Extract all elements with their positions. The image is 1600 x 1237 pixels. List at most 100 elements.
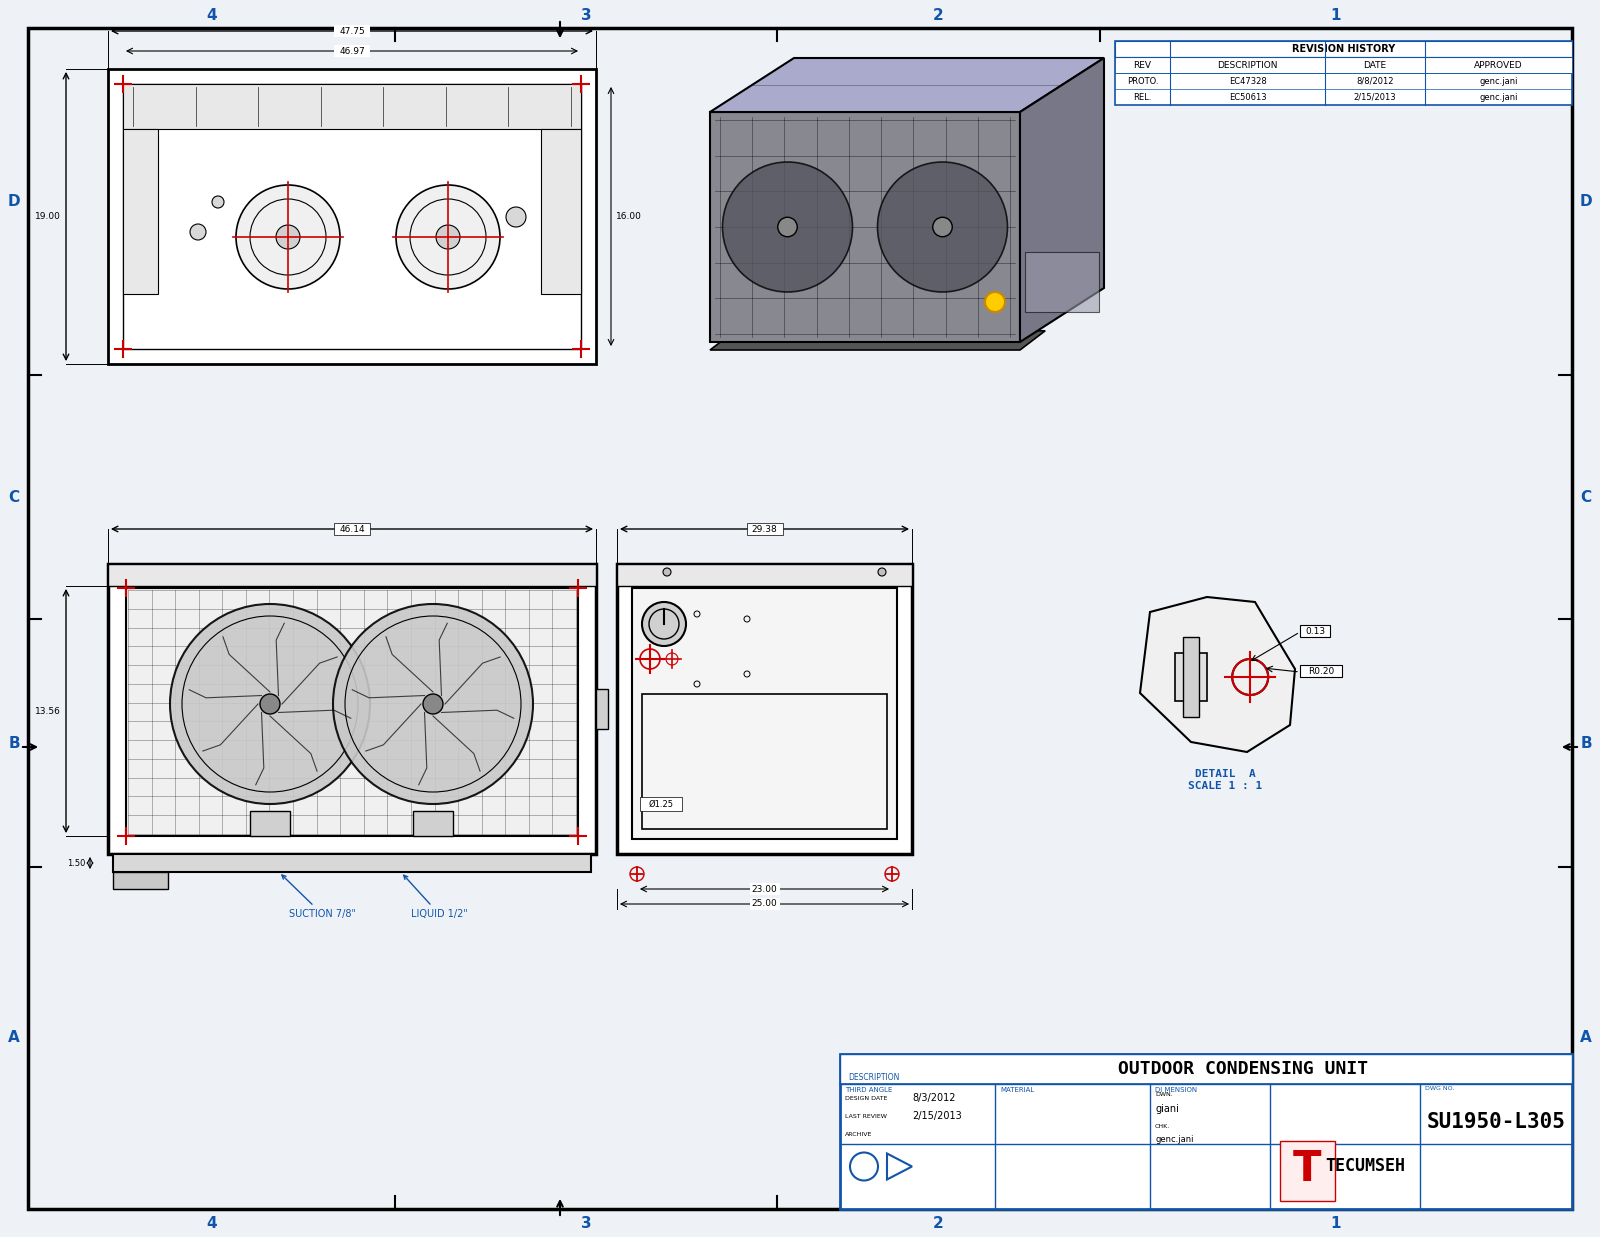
- Bar: [840, 1054, 1571, 1209]
- Text: ARCHIVE: ARCHIVE: [845, 1132, 872, 1137]
- Text: 23.00: 23.00: [752, 884, 778, 893]
- Bar: [334, 523, 370, 534]
- Circle shape: [259, 694, 280, 714]
- Bar: [126, 588, 578, 836]
- Text: EC47328: EC47328: [1229, 77, 1266, 85]
- Circle shape: [333, 604, 533, 804]
- Text: 46.97: 46.97: [339, 47, 365, 56]
- Text: 0.13: 0.13: [1306, 626, 1325, 636]
- Text: A: A: [1581, 1030, 1592, 1045]
- Text: C: C: [1581, 490, 1592, 505]
- Circle shape: [277, 225, 301, 249]
- Bar: [1115, 41, 1571, 105]
- Text: OUTDOOR CONDENSING UNIT: OUTDOOR CONDENSING UNIT: [1117, 1060, 1368, 1077]
- Circle shape: [506, 207, 526, 228]
- Text: DI MENSION: DI MENSION: [1155, 1087, 1197, 1094]
- Text: 29.38: 29.38: [752, 524, 778, 533]
- Text: Ø1.25: Ø1.25: [648, 799, 674, 809]
- Text: LIQUID 1/2": LIQUID 1/2": [403, 876, 467, 919]
- Text: DETAIL  A
SCALE 1 : 1: DETAIL A SCALE 1 : 1: [1187, 769, 1262, 790]
- Polygon shape: [710, 58, 1104, 113]
- Text: DWG NO.: DWG NO.: [1426, 1086, 1454, 1091]
- Bar: [123, 84, 581, 129]
- Polygon shape: [1021, 58, 1104, 341]
- Polygon shape: [710, 113, 1021, 341]
- Text: 16.00: 16.00: [616, 212, 642, 221]
- Bar: [1174, 653, 1206, 701]
- Text: B: B: [1581, 736, 1592, 751]
- Text: 1: 1: [1331, 1216, 1341, 1231]
- Bar: [334, 45, 370, 57]
- Text: TECUMSEH: TECUMSEH: [1325, 1157, 1405, 1175]
- Text: genc.jani: genc.jani: [1480, 77, 1518, 85]
- Text: 4: 4: [206, 7, 218, 22]
- Bar: [1115, 57, 1571, 73]
- Text: 2/15/2013: 2/15/2013: [912, 1111, 962, 1121]
- Bar: [749, 883, 779, 896]
- Bar: [749, 898, 779, 910]
- Text: C: C: [8, 490, 19, 505]
- Text: 13.56: 13.56: [35, 706, 61, 715]
- Text: DATE: DATE: [1363, 61, 1387, 69]
- Bar: [618, 564, 912, 586]
- Text: B: B: [8, 736, 19, 751]
- Text: D: D: [8, 194, 21, 209]
- Circle shape: [211, 195, 224, 208]
- Text: CHK.: CHK.: [1155, 1123, 1170, 1128]
- Circle shape: [986, 292, 1005, 312]
- Text: DESCRIPTION: DESCRIPTION: [1218, 61, 1278, 69]
- Text: 3: 3: [581, 1216, 592, 1231]
- Bar: [642, 694, 886, 829]
- Circle shape: [662, 568, 670, 576]
- Bar: [114, 854, 590, 872]
- Bar: [250, 811, 290, 836]
- Text: 8/8/2012: 8/8/2012: [1357, 77, 1394, 85]
- Bar: [123, 129, 158, 294]
- Bar: [1299, 625, 1330, 637]
- Bar: [413, 811, 453, 836]
- Text: SUCTION 7/8": SUCTION 7/8": [282, 875, 355, 919]
- Text: genc.jani: genc.jani: [1155, 1134, 1194, 1143]
- Bar: [109, 564, 595, 854]
- Bar: [1182, 637, 1198, 717]
- Text: DESCRIPTION: DESCRIPTION: [848, 1072, 899, 1082]
- Bar: [840, 1054, 1571, 1084]
- Circle shape: [778, 218, 797, 236]
- Text: D: D: [1579, 194, 1592, 209]
- Text: genc.jani: genc.jani: [1480, 93, 1518, 101]
- Text: DESIGN DATE: DESIGN DATE: [845, 1096, 888, 1101]
- Bar: [334, 25, 370, 37]
- Bar: [595, 689, 608, 729]
- Bar: [109, 564, 595, 586]
- Bar: [123, 84, 581, 349]
- Text: APPROVED: APPROVED: [1474, 61, 1523, 69]
- Text: T: T: [1293, 1148, 1322, 1190]
- Text: 3: 3: [581, 7, 592, 22]
- Bar: [1115, 41, 1571, 57]
- Bar: [1280, 1141, 1334, 1201]
- Text: 2/15/2013: 2/15/2013: [1354, 93, 1397, 101]
- Text: 2: 2: [933, 7, 944, 22]
- Bar: [632, 588, 898, 839]
- Bar: [618, 564, 912, 854]
- Bar: [1299, 666, 1342, 677]
- Text: REVISION HISTORY: REVISION HISTORY: [1291, 45, 1395, 54]
- Circle shape: [170, 604, 370, 804]
- Bar: [114, 872, 168, 889]
- Bar: [640, 797, 682, 811]
- Text: THIRD ANGLE: THIRD ANGLE: [845, 1087, 893, 1094]
- Text: A: A: [8, 1030, 19, 1045]
- Text: 4: 4: [206, 1216, 218, 1231]
- Circle shape: [190, 224, 206, 240]
- Circle shape: [397, 186, 499, 289]
- Text: 8/3/2012: 8/3/2012: [912, 1094, 955, 1103]
- Text: LAST REVIEW: LAST REVIEW: [845, 1113, 886, 1118]
- Text: 47.75: 47.75: [339, 26, 365, 36]
- Bar: [109, 69, 595, 364]
- Text: 25.00: 25.00: [752, 899, 778, 908]
- Text: DWN.: DWN.: [1155, 1091, 1173, 1096]
- Text: 19.00: 19.00: [35, 212, 61, 221]
- Circle shape: [435, 225, 461, 249]
- Text: MATERIAL: MATERIAL: [1000, 1087, 1034, 1094]
- Text: giani: giani: [1155, 1103, 1179, 1115]
